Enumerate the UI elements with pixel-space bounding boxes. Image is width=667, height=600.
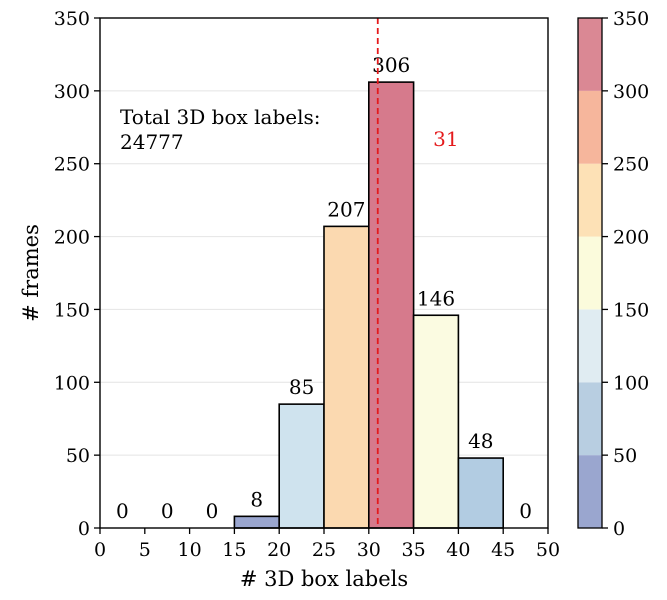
- x-tick-label: 50: [536, 539, 560, 561]
- colorbar-segment: [578, 90, 602, 164]
- bar-value-label: 0: [116, 499, 129, 523]
- x-tick-label: 30: [357, 539, 381, 561]
- y-tick-label: 50: [66, 445, 90, 467]
- colorbar-ticks: 0 50 100 150 200 250 300 350: [602, 8, 649, 540]
- x-tick-label: 35: [402, 539, 426, 561]
- x-tick-label: 20: [267, 539, 291, 561]
- colorbar-tick-label: 150: [613, 299, 649, 321]
- total-annotation-line1: Total 3D box labels:: [120, 105, 321, 129]
- colorbar-tick-label: 300: [613, 81, 649, 103]
- y-tick-label: 350: [54, 8, 90, 30]
- bar-value-label: 8: [250, 487, 263, 511]
- colorbar-segment: [578, 236, 602, 310]
- total-annotation-line2: 24777: [120, 130, 184, 154]
- x-tick-label: 25: [312, 539, 336, 561]
- mean-label: 31: [433, 127, 458, 151]
- bar-value-label: 48: [468, 429, 493, 453]
- bar-value-label: 0: [206, 499, 219, 523]
- bar-value-label: 0: [519, 499, 532, 523]
- colorbar-frame: [577, 17, 603, 529]
- y-tick-label: 300: [54, 81, 90, 103]
- y-tick-label: 150: [54, 299, 90, 321]
- bar-value-label: 207: [327, 197, 365, 221]
- colorbar-tick-label: 200: [613, 227, 649, 249]
- x-tick-label: 5: [139, 539, 151, 561]
- colorbar-tick-label: 350: [613, 8, 649, 30]
- x-axis-title: # 3D box labels: [240, 567, 408, 591]
- bars: [233, 81, 504, 529]
- x-axis-ticks: 0 5 10 15 20 25 30 35 40 45 50: [94, 528, 560, 561]
- bar-value-label: 85: [289, 375, 314, 399]
- colorbar-tick-label: 100: [613, 372, 649, 394]
- x-tick-label: 0: [94, 539, 106, 561]
- bar: [323, 225, 370, 529]
- colorbar-tick-label: 50: [613, 445, 637, 467]
- colorbar-tick-label: 0: [613, 518, 625, 540]
- x-tick-label: 45: [491, 539, 515, 561]
- y-tick-label: 200: [54, 227, 90, 249]
- y-tick-label: 100: [54, 372, 90, 394]
- bar: [367, 81, 415, 529]
- bar-value-label: 146: [417, 286, 455, 310]
- x-tick-label: 40: [446, 539, 470, 561]
- y-tick-label: 0: [78, 518, 90, 540]
- x-tick-label: 10: [178, 539, 202, 561]
- colorbar: [577, 17, 603, 529]
- colorbar-segment: [578, 309, 602, 383]
- colorbar-segment: [578, 455, 602, 528]
- bar-value-label: 0: [161, 499, 174, 523]
- y-axis-ticks: 0 50 100 150 200 250 300 350: [54, 8, 100, 540]
- colorbar-tick-label: 250: [613, 154, 649, 176]
- y-tick-label: 250: [54, 154, 90, 176]
- colorbar-segment: [578, 382, 602, 456]
- bar: [457, 457, 504, 529]
- bar: [412, 314, 460, 529]
- bar: [233, 515, 280, 529]
- y-axis-title: # frames: [19, 224, 43, 322]
- x-tick-label: 15: [222, 539, 246, 561]
- colorbar-segment: [578, 18, 602, 91]
- colorbar-segment: [578, 163, 602, 237]
- bar: [278, 403, 325, 529]
